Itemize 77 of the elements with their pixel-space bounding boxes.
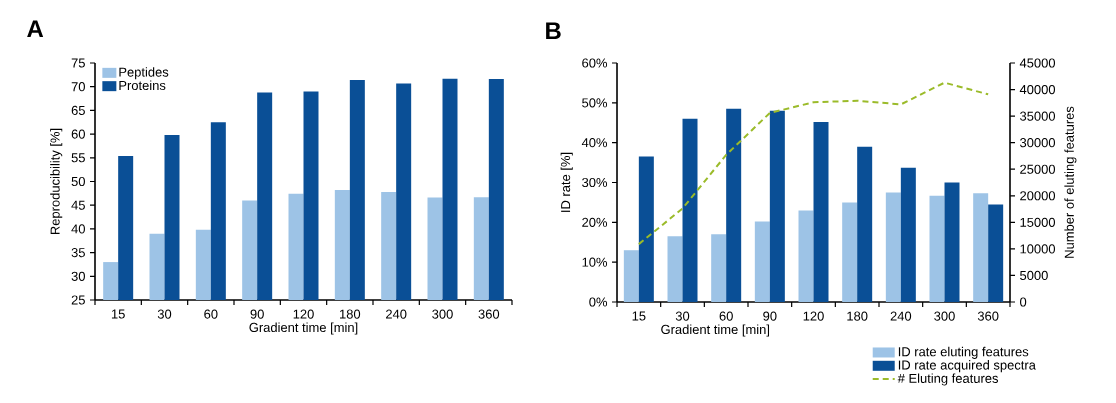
y-tick-label: 30%: [582, 177, 608, 188]
y2-tick-label: 5000: [1020, 270, 1048, 281]
y-tick-label: 45: [71, 200, 85, 210]
bar: [798, 210, 814, 302]
legend-label: Proteins: [119, 80, 166, 91]
legend-label: ID rate eluting features: [898, 346, 1029, 359]
x-tick-label: 90: [763, 311, 777, 321]
x-tick-label: 300: [432, 309, 453, 319]
y2-tick-label: 15000: [1020, 217, 1056, 227]
x-tick-label: 120: [803, 311, 824, 321]
legend-label: Peptides: [119, 67, 169, 80]
y-axis-title: ID rate [%]: [560, 152, 573, 212]
y2-tick-label: 40000: [1019, 84, 1056, 95]
bar: [929, 195, 945, 302]
y-tick-label: 60: [71, 129, 85, 139]
x-tick-label: 300: [934, 311, 955, 321]
bar: [667, 236, 683, 302]
y-tick-label: 20%: [582, 217, 608, 227]
x-tick-label: 240: [386, 309, 407, 319]
bar: [682, 118, 698, 302]
bar: [638, 156, 654, 302]
bar: [944, 182, 960, 302]
x-tick-label: 240: [890, 311, 912, 321]
y-tick-label: 50%: [582, 98, 608, 108]
y-tick-label: 55: [71, 153, 85, 163]
y2-axis-title: Number of eluting features: [1064, 106, 1077, 258]
bar: [754, 221, 770, 302]
bar: [900, 167, 916, 302]
x-tick-label: 180: [847, 311, 868, 321]
y2-tick-label: 45000: [1019, 58, 1056, 68]
y-tick-label: 60%: [582, 58, 608, 68]
x-tick-label: 120: [293, 309, 314, 319]
x-tick-label: 15: [632, 311, 646, 321]
y2-tick-label: 0: [1020, 297, 1027, 307]
bar: [813, 121, 829, 302]
y-tick-label: 50: [71, 176, 85, 187]
y-tick-label: 30: [71, 271, 85, 281]
x-tick-label: 30: [675, 311, 690, 321]
bar: [842, 202, 858, 302]
x-tick-label: 180: [340, 309, 361, 319]
x-tick-label: 360: [977, 311, 999, 321]
x-tick-label: 90: [250, 309, 264, 319]
y-axis-title: Reproducibility [%]: [50, 128, 63, 235]
legend-label: ID rate acquired spectra: [898, 360, 1036, 373]
x-tick-label: 30: [157, 309, 172, 319]
y2-tick-label: 10000: [1020, 244, 1056, 254]
bar: [857, 146, 873, 302]
y-tick-label: 35: [71, 248, 85, 258]
x-axis-title: Gradient time [min]: [249, 322, 358, 335]
line-series: [637, 81, 990, 246]
y2-tick-label: 25000: [1020, 164, 1056, 174]
text: A: [27, 20, 44, 37]
y-tick-label: 65: [71, 105, 85, 115]
bar: [885, 192, 901, 302]
y-tick-label: 40: [71, 224, 85, 234]
x-tick-label: 60: [204, 309, 218, 319]
y2-tick-label: 20000: [1020, 191, 1056, 201]
bar: [726, 108, 742, 302]
y2-tick-label: 30000: [1020, 138, 1056, 148]
bar: [973, 193, 989, 302]
y-tick-label: 0%: [589, 297, 608, 307]
y-tick-label: 10%: [582, 257, 608, 267]
bar: [623, 250, 639, 302]
y2-tick-label: 35000: [1020, 111, 1056, 121]
y-tick-label: 40%: [581, 138, 608, 148]
x-tick-label: 60: [719, 311, 733, 321]
x-tick-label: 360: [478, 309, 500, 319]
bar: [769, 110, 785, 302]
y-tick-label: 75: [71, 58, 85, 68]
y-tick-label: 25: [71, 295, 85, 305]
y-tick-label: 70: [71, 82, 85, 92]
bar: [988, 204, 1004, 302]
x-tick-label: 15: [111, 309, 125, 319]
x-axis-title: Gradient time [min]: [661, 324, 770, 337]
legend-label: # Eluting features: [897, 373, 999, 386]
text: B: [546, 22, 561, 39]
bar: [711, 234, 727, 302]
